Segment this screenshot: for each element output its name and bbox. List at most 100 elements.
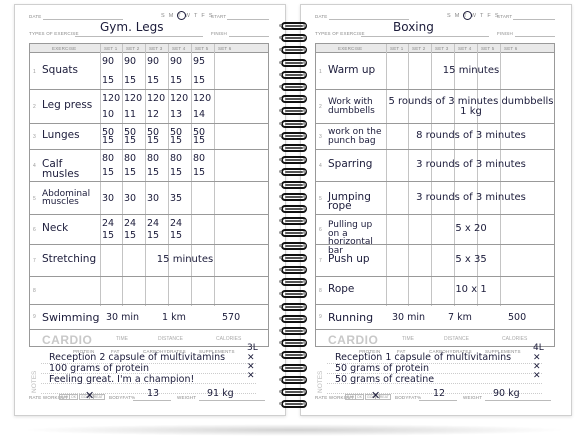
set-count[interactable]: 10 (102, 109, 115, 120)
rep-value[interactable]: 80 (102, 153, 115, 164)
weekday-picker[interactable]: S M T W T F S (447, 13, 500, 19)
span-value[interactable]: 3 rounds of 3 minutes (416, 159, 526, 170)
set-count[interactable]: 15 (193, 135, 206, 146)
workout-title[interactable]: Gym. Legs (100, 20, 164, 34)
span-value[interactable]: 5 x 20 (455, 223, 487, 234)
rep-value[interactable]: 120 (124, 93, 143, 104)
set-count[interactable]: 15 (170, 135, 183, 146)
rate-option[interactable]: OK (355, 394, 365, 400)
set-count[interactable]: 15 (102, 135, 115, 146)
note-line[interactable]: 100 grams of protein (49, 363, 150, 374)
set-count[interactable]: 15 (147, 167, 160, 178)
rep-value[interactable]: 30 (124, 192, 137, 204)
rep-value[interactable]: 90 (102, 56, 115, 67)
set-count[interactable]: 15 (170, 167, 183, 178)
set-count[interactable]: 15 (102, 75, 115, 86)
rep-value[interactable]: 80 (147, 153, 160, 164)
rep-value[interactable]: 90 (147, 56, 160, 67)
rate-option[interactable]: GREAT (375, 394, 391, 400)
set-count[interactable]: 15 (170, 230, 183, 241)
note-line[interactable]: 50 grams of protein (335, 363, 430, 374)
set-count[interactable]: 15 (193, 75, 206, 86)
rep-value[interactable]: 24 (124, 218, 137, 229)
exercise-name[interactable]: Sparring (328, 158, 373, 170)
exercise-name[interactable]: Squats (42, 63, 79, 76)
bodyfat-value[interactable]: 12 (433, 388, 446, 399)
rep-value[interactable]: 120 (147, 93, 166, 104)
set-count[interactable]: 14 (193, 109, 206, 120)
note-line[interactable]: Feeling great. I'm a champion! (49, 374, 195, 385)
span-value[interactable]: 10 x 1 (455, 284, 487, 295)
set-count[interactable]: 15 (102, 167, 115, 178)
rep-value[interactable]: 95 (193, 56, 206, 67)
exercise-name[interactable]: Warm up (328, 63, 376, 76)
rep-value[interactable]: 80 (170, 153, 183, 164)
cardio-name[interactable]: Running (328, 311, 374, 324)
rep-value[interactable]: 120 (193, 93, 212, 104)
exercise-name[interactable]: Stretching (42, 253, 97, 265)
set-count[interactable]: 15 (124, 167, 137, 178)
exercise-name[interactable]: Pulling up on a horizontal bar (328, 220, 373, 256)
set-count[interactable]: 15 (124, 75, 137, 86)
set-count[interactable]: 15 (147, 230, 160, 241)
water-amount[interactable]: 4L (533, 343, 544, 353)
exercise-name[interactable]: Rope (328, 283, 355, 295)
rep-value[interactable]: 50 (170, 127, 183, 138)
note-line[interactable]: Reception 2 capsule of multivitamins (49, 352, 226, 363)
rep-value[interactable]: 120 (102, 93, 121, 104)
note-line[interactable]: Reception 1 capsule of multivitamins (335, 352, 512, 363)
rate-option[interactable]: GREAT (89, 394, 105, 400)
set-count[interactable]: 11 (124, 109, 137, 120)
rep-value[interactable]: 30 (102, 192, 115, 204)
exercise-name[interactable]: Work with dumbbells (328, 97, 375, 116)
set-count[interactable]: 15 (193, 167, 206, 178)
rep-value[interactable]: 50 (102, 127, 115, 138)
set-count[interactable]: 15 (147, 135, 160, 146)
rep-value[interactable]: 30 (147, 192, 160, 204)
rep-value[interactable]: 35 (170, 192, 183, 204)
note-line[interactable]: 50 grams of creatine (335, 374, 435, 385)
weight-value[interactable]: 90 kg (493, 388, 520, 399)
bodyfat-value[interactable]: 13 (147, 388, 160, 399)
rep-value[interactable]: 24 (147, 218, 160, 229)
rep-value[interactable]: 50 (193, 127, 206, 138)
rep-value[interactable]: 120 (170, 93, 189, 104)
cardio-name[interactable]: Swimming (42, 311, 100, 324)
rep-value[interactable]: 50 (147, 127, 160, 138)
water-amount[interactable]: 3L (247, 343, 258, 353)
exercise-name[interactable]: Lunges (42, 129, 80, 141)
set-count[interactable]: 15 (102, 230, 115, 241)
set-count[interactable]: 15 (124, 230, 137, 241)
exercise-name[interactable]: Neck (42, 222, 69, 234)
exercise-name[interactable]: work on the punch bag (328, 127, 382, 146)
rep-value[interactable]: 90 (170, 56, 183, 67)
set-count[interactable]: 15 (147, 75, 160, 86)
exercise-name[interactable]: Calf musles (42, 158, 80, 180)
span-value[interactable]: 15 minutes (442, 64, 500, 76)
cardio-distance[interactable]: 1 km (162, 312, 186, 323)
set-count[interactable]: 15 (124, 135, 137, 146)
exercise-name[interactable]: Leg press (42, 99, 93, 111)
set-count[interactable]: 15 (170, 75, 183, 86)
set-count[interactable]: 13 (170, 109, 183, 120)
weekday-picker[interactable]: S M T W T F S (161, 13, 214, 19)
cardio-calories[interactable]: 570 (222, 312, 241, 323)
exercise-name[interactable]: Abdominal muscles (42, 188, 91, 208)
exercise-name[interactable]: Push up (328, 253, 370, 265)
cardio-calories[interactable]: 500 (508, 312, 527, 323)
rep-value[interactable]: 80 (193, 153, 206, 164)
weight-value[interactable]: 91 kg (207, 388, 234, 399)
cardio-distance[interactable]: 7 km (448, 312, 472, 323)
workout-title[interactable]: Boxing (393, 20, 434, 34)
cardio-time[interactable]: 30 min (106, 312, 140, 323)
span-value[interactable]: 5 rounds of 3 minutes dumbbells 1 kg (388, 96, 554, 117)
rep-value[interactable]: 50 (124, 127, 137, 138)
set-count[interactable]: 12 (147, 109, 160, 120)
rate-option[interactable]: GOOD (365, 394, 380, 400)
exercise-name[interactable]: Jumping rope (328, 190, 371, 213)
rate-option[interactable]: OK (69, 394, 79, 400)
rep-value[interactable]: 80 (124, 153, 137, 164)
span-value[interactable]: 3 rounds of 3 minutes (416, 191, 526, 203)
rep-value[interactable]: 90 (124, 56, 137, 67)
rep-value[interactable]: 24 (170, 218, 183, 229)
